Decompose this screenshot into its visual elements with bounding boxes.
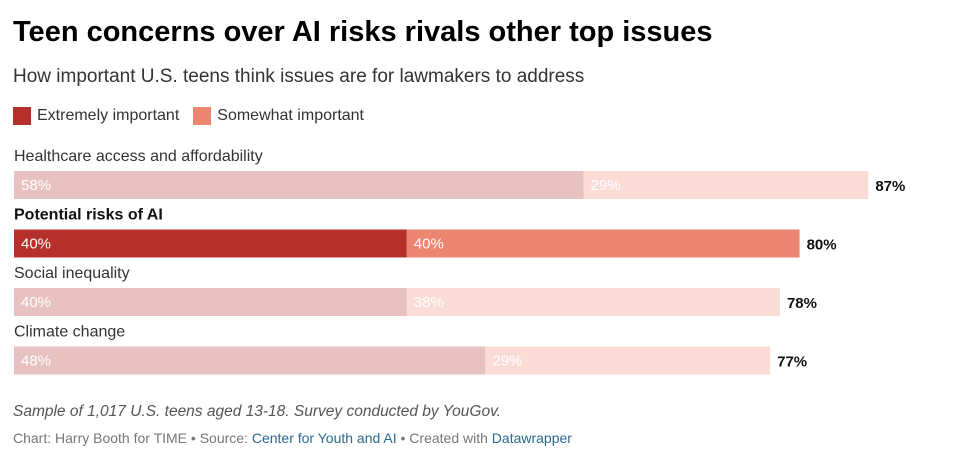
credit-middle: • Created with bbox=[396, 430, 492, 446]
legend-item-extremely: Extremely important bbox=[13, 107, 179, 125]
bar-extremely-climate-change bbox=[14, 346, 486, 375]
legend-label-extremely: Extremely important bbox=[37, 107, 180, 124]
category-label-potential-risks-of-ai: Potential risks of AI bbox=[14, 207, 163, 224]
category-label-healthcare-access-and-affordability: Healthcare access and affordability bbox=[14, 148, 263, 165]
bar-somewhat-potential-risks-of-ai bbox=[406, 229, 800, 258]
bar-label-somewhat-social-inequality: 38% bbox=[414, 294, 444, 311]
chart-credit: Chart: Harry Booth for TIME • Source: Ce… bbox=[13, 430, 572, 446]
category-label-climate-change: Climate change bbox=[14, 324, 125, 341]
chart-note: Sample of 1,017 U.S. teens aged 13-18. S… bbox=[13, 403, 501, 420]
bar-extremely-healthcare-access-and-affordability bbox=[14, 171, 584, 199]
bar-label-somewhat-potential-risks-of-ai: 40% bbox=[414, 236, 444, 253]
bar-somewhat-healthcare-access-and-affordability bbox=[583, 171, 869, 199]
bar-label-somewhat-healthcare-access-and-affordability: 29% bbox=[591, 177, 621, 194]
legend-label-somewhat: Somewhat important bbox=[217, 107, 364, 124]
source-link[interactable]: Center for Youth and AI bbox=[251, 430, 397, 446]
category-label-social-inequality: Social inequality bbox=[14, 265, 130, 282]
total-label-climate-change: 77% bbox=[777, 354, 807, 371]
bar-extremely-potential-risks-of-ai bbox=[14, 229, 407, 258]
total-label-potential-risks-of-ai: 80% bbox=[807, 237, 837, 254]
datawrapper-link[interactable]: Datawrapper bbox=[491, 430, 572, 446]
bar-label-extremely-social-inequality: 40% bbox=[21, 294, 51, 311]
bar-label-extremely-climate-change: 48% bbox=[21, 353, 51, 370]
bar-label-somewhat-climate-change: 29% bbox=[492, 353, 522, 370]
bar-label-extremely-healthcare-access-and-affordability: 58% bbox=[21, 177, 51, 194]
total-label-social-inequality: 78% bbox=[787, 295, 817, 312]
bar-somewhat-social-inequality bbox=[406, 288, 780, 316]
chart-subtitle: How important U.S. teens think issues ar… bbox=[13, 66, 585, 87]
legend-swatch-extremely bbox=[13, 107, 31, 125]
chart-title: Teen concerns over AI risks rivals other… bbox=[13, 16, 713, 48]
bar-somewhat-climate-change bbox=[485, 346, 771, 375]
total-label-healthcare-access-and-affordability: 87% bbox=[875, 178, 905, 195]
bar-extremely-social-inequality bbox=[14, 288, 407, 316]
credit-prefix: Chart: Harry Booth for TIME • Source: bbox=[13, 430, 252, 446]
legend-item-somewhat: Somewhat important bbox=[193, 107, 364, 125]
legend-swatch-somewhat bbox=[193, 107, 212, 125]
legend: Extremely important Somewhat important bbox=[13, 107, 378, 125]
bar-label-extremely-potential-risks-of-ai: 40% bbox=[21, 236, 51, 253]
